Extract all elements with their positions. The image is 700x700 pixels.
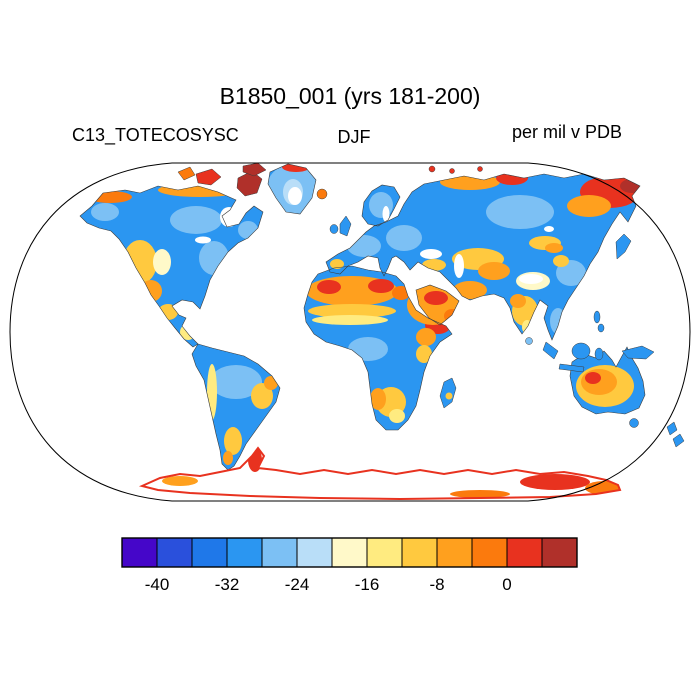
data-patch <box>620 179 644 193</box>
colorbar-segment <box>191 537 228 568</box>
colorbar-segment <box>541 537 578 568</box>
colorbar-tick: -40 <box>145 575 170 594</box>
madagascar-patch <box>445 392 453 400</box>
data-patch <box>567 195 611 217</box>
colorbar-segment <box>436 537 473 568</box>
baltic-sea <box>382 206 390 222</box>
season-label: DJF <box>338 127 371 147</box>
colorbar-tick: -32 <box>215 575 240 594</box>
data-patch <box>510 294 526 308</box>
data-patch <box>308 304 396 318</box>
data-patch <box>153 249 171 275</box>
philippines <box>597 323 605 333</box>
data-patch <box>210 365 262 399</box>
great-lakes <box>195 236 211 244</box>
page-title: B1850_001 (yrs 181-200) <box>220 83 481 109</box>
iceland <box>316 188 328 200</box>
arctic-island <box>449 168 455 174</box>
new-guinea <box>621 345 655 360</box>
data-patch <box>416 328 436 346</box>
caspian-sea <box>454 254 464 278</box>
data-patch <box>389 409 405 423</box>
data-patch <box>386 225 422 251</box>
sulawesi <box>594 347 604 361</box>
tasmania <box>629 418 639 428</box>
data-patch <box>224 427 242 455</box>
colorbar-tick: 0 <box>502 575 511 594</box>
data-patch <box>162 476 198 486</box>
data-patch <box>478 262 510 280</box>
variable-label: C13_TOTECOSYSC <box>72 125 239 146</box>
data-patch <box>223 451 233 465</box>
data-patch <box>416 345 432 363</box>
colorbar-tick: -16 <box>355 575 380 594</box>
data-patch <box>392 286 410 300</box>
data-patch <box>91 203 119 221</box>
data-patch <box>520 474 590 490</box>
data-patch <box>368 279 394 293</box>
japan <box>615 233 632 260</box>
arctic-island <box>477 166 483 172</box>
data-patch <box>585 372 601 384</box>
new-zealand-south <box>672 433 685 448</box>
victoria-island <box>195 168 222 186</box>
philippines <box>593 310 601 324</box>
colorbar-segment <box>261 537 298 568</box>
tibet-missing-cells <box>519 274 543 284</box>
colorbar: -40 -32 -24 -16 -8 0 <box>121 537 578 594</box>
colorbar-segment <box>401 537 438 568</box>
sri-lanka <box>525 337 533 345</box>
colorbar-tick: -24 <box>285 575 310 594</box>
antarctica <box>141 447 621 500</box>
colorbar-segment <box>121 537 158 568</box>
data-patch <box>545 243 563 253</box>
colorbar-segment <box>366 537 403 568</box>
units-label: per mil v PDB <box>512 122 622 142</box>
colorbar-segment <box>156 537 193 568</box>
data-patch <box>170 206 222 234</box>
great-britain <box>339 215 352 237</box>
java <box>558 363 585 373</box>
data-patch <box>251 383 273 409</box>
data-patch <box>312 315 388 325</box>
colorbar-segment <box>331 537 368 568</box>
data-patch <box>450 490 510 498</box>
ireland <box>329 224 339 234</box>
data-patch <box>330 259 344 269</box>
data-patch <box>486 195 554 229</box>
colorbar-border <box>121 537 578 568</box>
black-sea <box>420 249 442 259</box>
sumatra <box>542 341 559 360</box>
colorbar-segment <box>471 537 508 568</box>
data-patch <box>424 291 448 305</box>
colorbar-segment <box>226 537 263 568</box>
colorbar-segment <box>506 537 543 568</box>
greenland-interior <box>288 187 302 205</box>
colorbar-tick: -8 <box>429 575 444 594</box>
colorbar-segment <box>296 537 333 568</box>
world-map <box>9 162 691 502</box>
data-patch <box>453 281 487 299</box>
banks-island <box>177 166 196 181</box>
islands <box>177 162 685 448</box>
data-patch <box>370 388 386 410</box>
data-patch <box>317 280 341 294</box>
borneo <box>571 342 591 360</box>
data-patch <box>581 369 617 395</box>
new-zealand-north <box>666 421 678 436</box>
lake-baikal <box>544 226 554 232</box>
data-patch <box>553 255 569 267</box>
svalbard <box>428 165 436 173</box>
